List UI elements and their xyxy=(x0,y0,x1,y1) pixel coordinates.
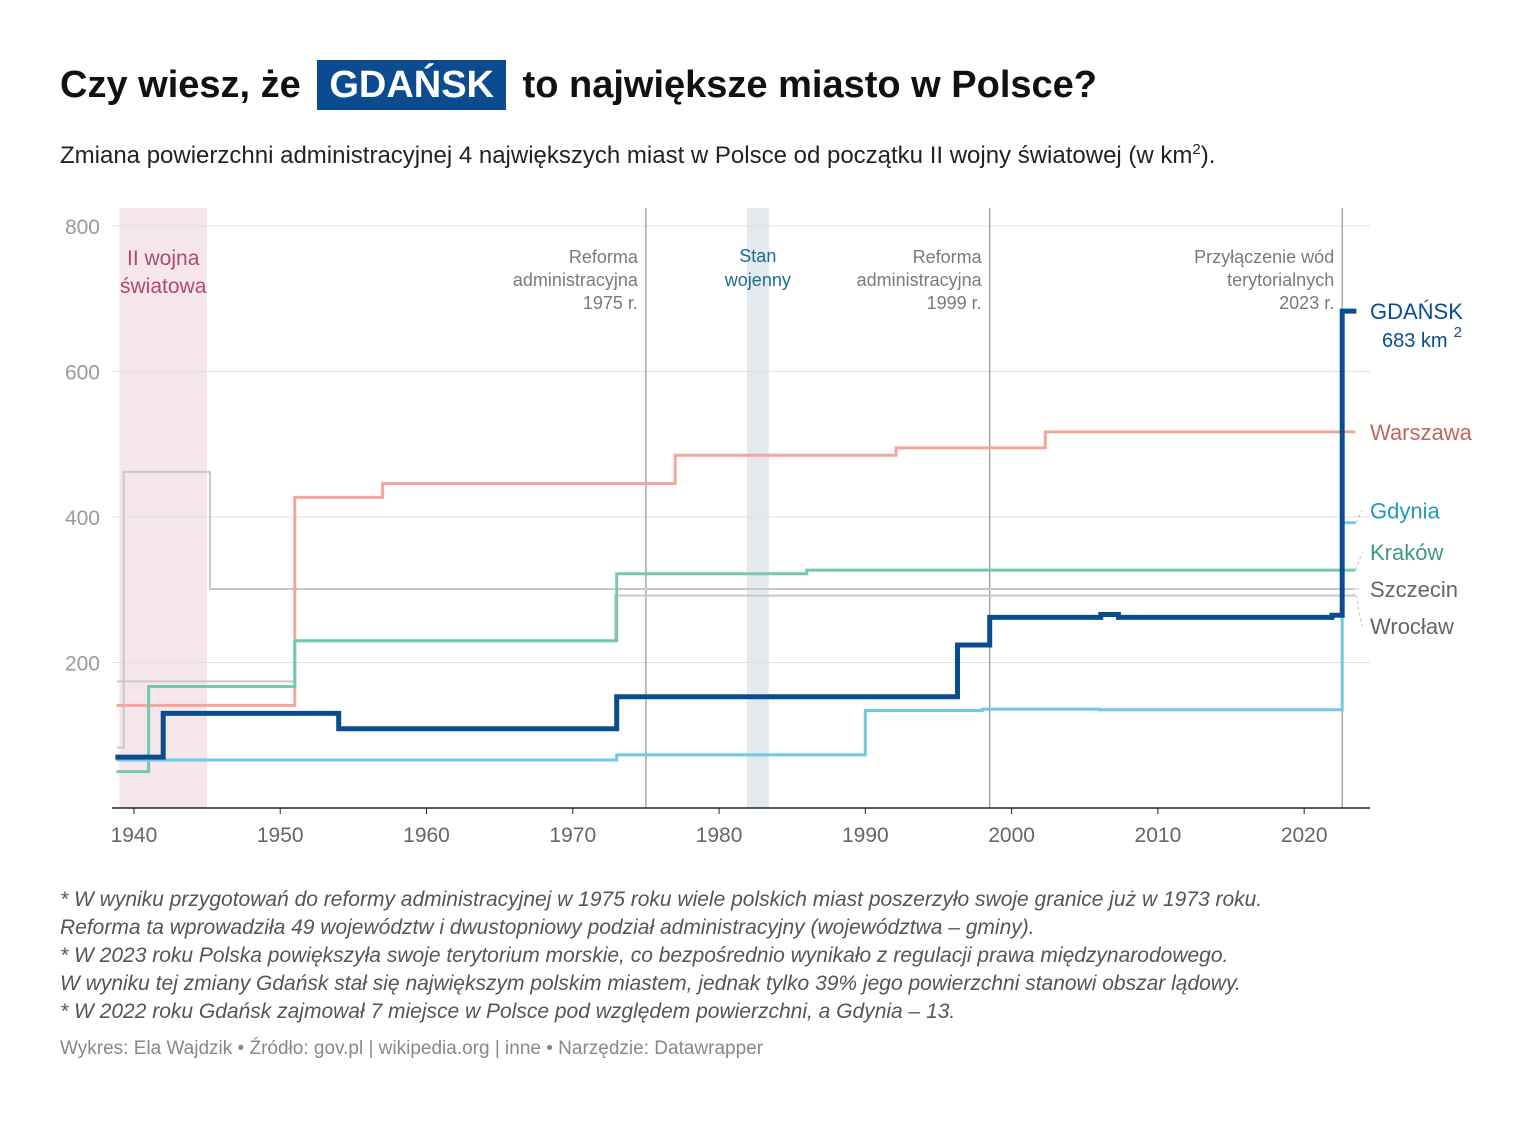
y-tick-label: 200 xyxy=(65,653,100,676)
shaded-period-0 xyxy=(119,208,208,808)
x-tick-label: 2000 xyxy=(988,824,1035,847)
y-tick-label: 400 xyxy=(65,507,100,530)
footnote-line: * W 2022 roku Gdańsk zajmował 7 miejsce … xyxy=(60,1000,956,1023)
series-label-gdańsk: GDAŃSK xyxy=(1370,299,1463,324)
series-line-gdańsk xyxy=(115,308,1357,760)
chart-subtitle: Zmiana powierzchni administracyjnej 4 na… xyxy=(60,141,1215,170)
series-line-kraków xyxy=(116,568,1356,774)
source-credit: Wykres: Ela Wajdzik • Źródło: gov.pl | w… xyxy=(60,1038,764,1059)
title-highlight-gdansk: GDAŃSK xyxy=(317,60,507,110)
title-after: to największe miasto w Polsce? xyxy=(522,64,1097,106)
event-label-0: Reforma administracyjna 1975 r. xyxy=(513,247,639,313)
subtitle-end: ). xyxy=(1200,142,1216,169)
shaded-period-1 xyxy=(746,208,769,808)
series-label-gdynia: Gdynia xyxy=(1370,498,1440,523)
series-label-wrocław: Wrocław xyxy=(1370,614,1454,639)
series-line-gdynia xyxy=(116,521,1356,762)
martial-law-label: Stan wojenny xyxy=(724,246,791,290)
title-before: Czy wiesz, że xyxy=(60,64,301,106)
series-label-warszawa: Warszawa xyxy=(1370,420,1473,445)
x-tick-label: 1960 xyxy=(403,824,450,847)
subtitle-main: Zmiana powierzchni administracyjnej 4 na… xyxy=(60,142,1193,169)
event-label-1: Reforma administracyjna 1999 r. xyxy=(857,247,983,313)
gdansk-value-label: 683 km 2 xyxy=(1382,324,1462,352)
ww2-label: II wojna światowa xyxy=(120,247,207,298)
x-tick-label: 2020 xyxy=(1281,824,1328,847)
y-tick-label: 600 xyxy=(65,362,100,385)
x-tick-label: 2010 xyxy=(1135,824,1182,847)
label-leader-gdynia xyxy=(1355,510,1363,524)
event-label-2: Przyłączenie wód terytorialnych 2023 r. xyxy=(1194,247,1334,313)
step-line-chart: 200 400 600 800 Reforma administracyjna 1975 r… xyxy=(65,208,1473,847)
series-line-szczecin xyxy=(116,470,1355,749)
label-leader-kraków xyxy=(1355,551,1363,571)
series-label-kraków: Kraków xyxy=(1370,540,1443,565)
x-tick-label: 1980 xyxy=(696,824,743,847)
footnote-line: W wyniku tej zmiany Gdańsk stał się najw… xyxy=(60,972,1241,995)
x-tick-label: 1950 xyxy=(257,824,304,847)
footnote-line: * W wyniku przygotowań do reformy admini… xyxy=(60,888,1263,911)
label-leader-wrocław xyxy=(1355,594,1363,627)
footnote-line: * W 2023 roku Polska powiększyła swoje t… xyxy=(60,944,1229,967)
series-line-wrocław xyxy=(116,593,1355,683)
series-label-szczecin: Szczecin xyxy=(1370,577,1458,602)
y-tick-label: 800 xyxy=(65,216,100,239)
series-line-warszawa xyxy=(116,430,1356,707)
x-tick-label: 1940 xyxy=(111,824,158,847)
chart-title: Czy wiesz, że GDAŃSK to największe miast… xyxy=(60,58,1097,112)
subtitle-superscript: 2 xyxy=(1192,141,1201,158)
footnote-line: Reforma ta wprowadziła 49 województw i d… xyxy=(60,916,1035,939)
x-tick-label: 1990 xyxy=(842,824,889,847)
x-tick-label: 1970 xyxy=(549,824,596,847)
footnotes: * W wyniku przygotowań do reformy admini… xyxy=(60,886,1262,1026)
